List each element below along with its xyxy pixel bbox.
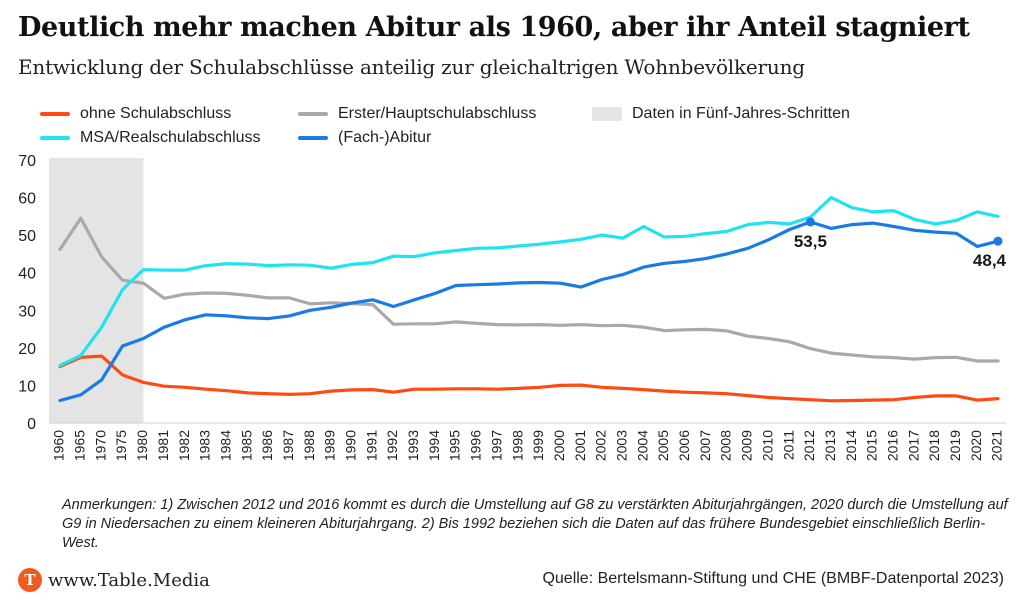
series-line-0 (58, 354, 1000, 403)
legend-item-hauptschule: Erster/Hauptschulabschluss (298, 103, 536, 125)
x-tick-label: 1970 (92, 430, 108, 461)
shaded-region (49, 158, 144, 423)
y-tick-label: 40 (18, 266, 36, 283)
legend-label-shaded: Daten in Fünf-Jahres-Schritten (632, 105, 850, 122)
footer-brand: T www.Table.Media (18, 568, 210, 592)
chart-subtitle: Entwicklung der Schulabschlüsse anteilig… (18, 55, 805, 79)
x-tick-label: 2007 (697, 430, 713, 461)
x-tick-label: 1981 (155, 430, 171, 461)
y-tick-label: 60 (18, 191, 36, 208)
table-media-logo-icon: T (18, 568, 42, 592)
x-tick-label: 1991 (363, 430, 379, 461)
x-tick-label: 2008 (718, 430, 734, 461)
x-tick-label: 1960 (51, 430, 67, 461)
legend-label-abitur: (Fach-)Abitur (338, 129, 432, 146)
legend-swatch-msa (40, 136, 70, 140)
legend-item-ohne: ohne Schulabschluss (40, 103, 231, 125)
legend-item-shaded: Daten in Fünf-Jahres-Schritten (592, 103, 850, 125)
x-tick-label: 1990 (343, 430, 359, 461)
x-tick-label: 2020 (968, 430, 984, 461)
x-tick-label: 2001 (572, 430, 588, 461)
x-tick-label: 1984 (217, 430, 233, 461)
x-tick-label: 2011 (780, 430, 796, 460)
y-tick-label: 70 (18, 153, 36, 170)
x-tick-label: 1996 (468, 430, 484, 461)
x-tick-label: 1985 (238, 430, 254, 461)
x-tick-label: 2015 (864, 430, 880, 461)
y-tick-label: 0 (27, 416, 36, 433)
legend-swatch-abitur (298, 136, 328, 140)
legend-swatch-shaded (592, 107, 622, 121)
series-line-1 (58, 216, 1000, 363)
line-chart: 0 10 20 30 40 50 60 70 1960 1965 1970 1975 1980 1981 1… (18, 153, 1007, 461)
annotation-point-0 (805, 217, 815, 227)
x-tick-label: 1999 (530, 430, 546, 461)
x-tick-label: 1975 (113, 430, 129, 461)
x-tick-label: 2010 (759, 430, 775, 461)
x-tick-label: 2012 (801, 430, 817, 461)
series-line-3 (58, 220, 1000, 403)
x-tick-label: 2002 (593, 430, 609, 461)
x-tick-label: 2003 (614, 430, 630, 461)
x-tick-label: 2017 (905, 430, 921, 461)
footnote: Anmerkungen: 1) Zwischen 2012 und 2016 k… (62, 497, 1008, 551)
x-tick-label: 1988 (301, 430, 317, 461)
x-tick-label: 1998 (509, 430, 525, 461)
x-tick-label: 1993 (405, 430, 421, 461)
x-tick-label: 2000 (551, 430, 567, 461)
series-line-2 (58, 196, 1000, 368)
legend-swatch-ohne (40, 112, 70, 116)
legend-item-msa: MSA/Realschulabschluss (40, 127, 261, 149)
data-label-0: 53,5 (794, 232, 827, 251)
x-tick-label: 1986 (259, 430, 275, 461)
x-tick-label: 1989 (322, 430, 338, 461)
x-tick-label: 1987 (280, 430, 296, 461)
y-tick-label: 10 (18, 378, 36, 395)
chart-title: Deutlich mehr machen Abitur als 1960, ab… (18, 12, 970, 43)
x-tick-label: 2013 (822, 430, 838, 461)
x-tick-label: 1992 (384, 430, 400, 461)
x-tick-label: 2021 (989, 430, 1005, 461)
y-tick-label: 20 (18, 341, 36, 358)
data-label-1: 48,4 (973, 251, 1007, 270)
annotation-point-1 (993, 236, 1003, 246)
legend-label-msa: MSA/Realschulabschluss (80, 129, 261, 146)
x-tick-label: 1965 (72, 430, 88, 461)
x-tick-label: 1995 (447, 430, 463, 461)
x-tick-label: 2009 (739, 430, 755, 461)
x-tick-label: 2006 (676, 430, 692, 461)
x-tick-label: 2016 (884, 430, 900, 461)
x-tick-label: 2014 (843, 430, 859, 461)
site-url: www.Table.Media (48, 569, 210, 591)
y-tick-label: 50 (18, 228, 36, 245)
x-tick-label: 2005 (655, 430, 671, 461)
x-tick-label: 2018 (926, 430, 942, 461)
legend-label-ohne: ohne Schulabschluss (80, 105, 232, 122)
x-tick-label: 1982 (176, 430, 192, 461)
legend-label-hauptschule: Erster/Hauptschulabschluss (338, 105, 537, 122)
x-tick-label: 1997 (488, 430, 504, 461)
x-tick-label: 1980 (134, 430, 150, 461)
legend-item-abitur: (Fach-)Abitur (298, 127, 431, 149)
x-tick-label: 2019 (947, 430, 963, 461)
y-tick-label: 30 (18, 303, 36, 320)
x-tick-label: 1983 (197, 430, 213, 461)
source-note: Quelle: Bertelsmann-Stiftung und CHE (BM… (542, 570, 1004, 587)
x-tick-label: 1994 (426, 430, 442, 461)
x-tick-label: 2004 (634, 430, 650, 461)
legend-swatch-hauptschule (298, 112, 328, 116)
